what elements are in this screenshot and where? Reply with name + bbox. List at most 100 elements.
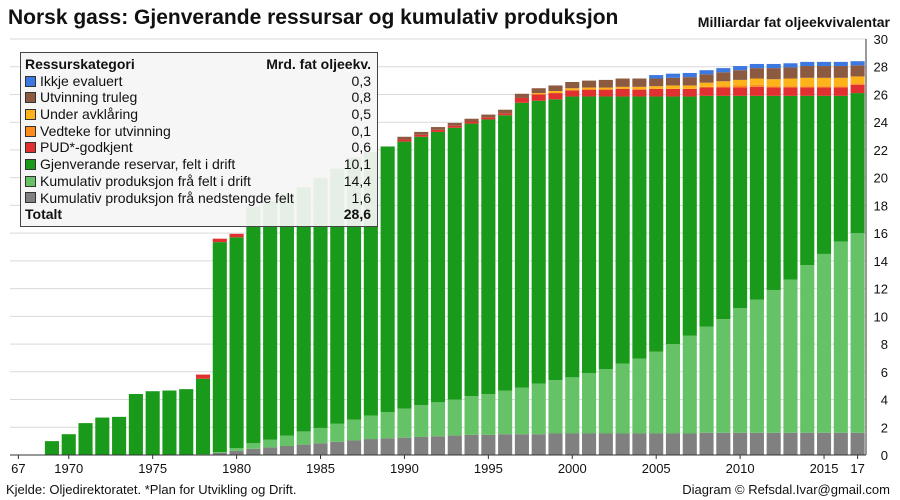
- x-tick-label: 2005: [642, 461, 671, 476]
- bar-segment: [514, 102, 529, 388]
- bar-segment: [783, 279, 798, 433]
- bar-segment: [733, 95, 748, 309]
- bar-segment: [430, 402, 446, 437]
- bar-segment: [598, 89, 613, 97]
- bar-segment: [380, 146, 395, 413]
- legend-item-label: Gjenverande reservar, felt i drift: [40, 156, 236, 173]
- bar-segment: [481, 117, 496, 120]
- bar-segment: [498, 115, 513, 391]
- bar-segment: [145, 391, 160, 455]
- bar-segment: [783, 63, 798, 68]
- bar-segment: [766, 289, 781, 433]
- bar-segment: [850, 233, 865, 433]
- bar-segment: [229, 450, 244, 455]
- bar-segment: [783, 78, 798, 87]
- bar-segment: [246, 443, 261, 449]
- bar-segment: [716, 432, 731, 455]
- bar-segment: [397, 408, 412, 438]
- bar-segment: [766, 87, 781, 96]
- bar-segment: [699, 74, 714, 83]
- bar-segment: [363, 415, 378, 440]
- bar-segment: [850, 61, 865, 66]
- y-tick-label: 16: [874, 226, 888, 241]
- bar-segment: [665, 77, 681, 86]
- bar-segment: [733, 308, 748, 433]
- bar-segment: [498, 109, 513, 114]
- bar-segment: [699, 87, 714, 96]
- bar-segment: [95, 417, 110, 455]
- bar-segment: [195, 374, 211, 379]
- legend-item: Kumulativ produksjon frå felt i drift 14,…: [25, 173, 371, 190]
- bar-segment: [565, 433, 580, 455]
- legend: Ressurskategori Mrd. fat oljeekv. Ikkje …: [20, 52, 378, 227]
- bar-segment: [347, 440, 362, 455]
- bar-segment: [749, 95, 764, 300]
- bar-segment: [850, 93, 865, 234]
- legend-item: Kumulativ produksjon frå nedstengde felt…: [25, 190, 371, 207]
- bar-segment: [749, 86, 764, 96]
- bar-segment: [682, 433, 697, 455]
- bar-segment: [699, 95, 714, 327]
- x-tick-label: 1975: [138, 461, 167, 476]
- legend-item-label: Ikkje evaluert: [40, 72, 123, 89]
- bar-segment: [481, 114, 496, 118]
- bar-segment: [833, 61, 848, 67]
- bar-segment: [447, 435, 462, 455]
- bar-segment: [481, 434, 496, 455]
- bar-segment: [565, 81, 580, 89]
- bar-segment: [800, 86, 815, 88]
- bar-segment: [632, 433, 647, 455]
- bar-segment: [649, 351, 664, 434]
- bar-segment: [430, 127, 446, 130]
- bar-segment: [212, 452, 227, 453]
- bar-segment: [330, 441, 345, 455]
- bar-segment: [397, 136, 412, 140]
- bar-segment: [464, 434, 479, 455]
- bar-segment: [783, 432, 798, 455]
- bar-segment: [615, 433, 630, 455]
- legend-header: Ressurskategori Mrd. fat oljeekv.: [25, 56, 371, 73]
- bar-segment: [816, 66, 832, 78]
- bar-segment: [766, 95, 781, 290]
- bar-segment: [598, 433, 613, 455]
- bar-segment: [783, 95, 798, 280]
- y-tick-label: 30: [874, 32, 888, 47]
- bar-segment: [665, 344, 681, 434]
- bar-segment: [112, 416, 127, 455]
- legend-item-value: 1,6: [351, 189, 371, 206]
- bar-segment: [850, 65, 865, 77]
- legend-item-value: 0,6: [351, 139, 371, 156]
- bar-segment: [699, 86, 714, 88]
- bar-segment: [582, 87, 597, 90]
- bar-segment: [397, 141, 412, 409]
- bar-segment: [816, 253, 832, 433]
- bar-segment: [615, 78, 630, 87]
- bar-segment: [665, 73, 681, 78]
- bar-segment: [749, 63, 764, 69]
- bar-segment: [816, 87, 832, 96]
- bar-segment: [716, 86, 731, 88]
- bar-segment: [766, 79, 781, 87]
- bar-segment: [816, 61, 832, 67]
- bar-segment: [699, 432, 714, 455]
- bar-segment: [833, 77, 848, 87]
- bar-segment: [800, 66, 815, 78]
- bar-segment: [514, 434, 529, 455]
- bar-segment: [514, 93, 529, 98]
- bar-segment: [464, 123, 479, 397]
- legend-item-label: Kumulativ produksjon frå nedstengde felt: [40, 189, 294, 206]
- bar-segment: [716, 87, 731, 96]
- x-tick-label: 1970: [54, 461, 83, 476]
- x-tick-label: 17: [850, 461, 864, 476]
- bar-segment: [279, 435, 294, 446]
- bar-segment: [800, 95, 815, 266]
- bar-segment: [682, 85, 697, 89]
- legend-swatch: [25, 192, 36, 204]
- legend-total-value: 28,6: [343, 206, 371, 223]
- bar-segment: [850, 76, 865, 84]
- bar-segment: [850, 432, 865, 455]
- bars: [44, 61, 865, 455]
- legend-swatch: [25, 142, 36, 154]
- bar-segment: [665, 88, 681, 97]
- bar-segment: [598, 87, 613, 90]
